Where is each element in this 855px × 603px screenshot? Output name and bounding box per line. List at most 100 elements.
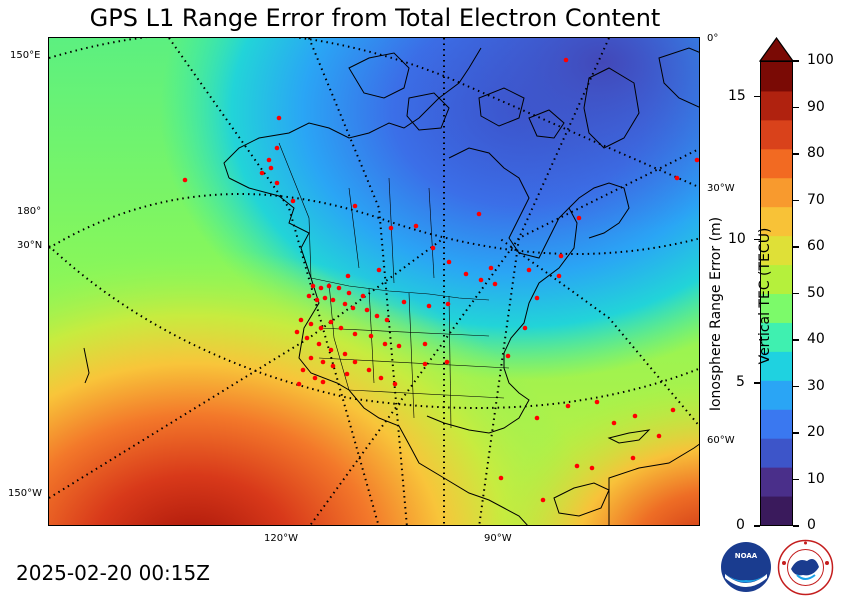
colorbar-band <box>761 322 792 352</box>
tecu-tick-label: 20 <box>807 424 825 440</box>
tecu-tick-label: 100 <box>807 52 834 68</box>
gps-station-dot <box>352 203 358 209</box>
colorbar-band <box>761 438 792 468</box>
gps-station-dot <box>401 299 407 305</box>
chart-title: GPS L1 Range Error from Total Electron C… <box>89 4 661 32</box>
tecu-tick-mark <box>793 525 799 527</box>
gps-station-dot <box>308 321 314 327</box>
gps-station-dot <box>463 271 469 277</box>
gps-station-dot <box>350 305 356 311</box>
gps-station-dot <box>589 465 595 471</box>
gps-station-dot <box>330 363 336 369</box>
gps-station-dot <box>318 285 324 291</box>
gps-station-dot <box>336 285 342 291</box>
gps-station-dot <box>565 403 571 409</box>
nws-ring-lettering-icon <box>782 561 786 565</box>
meter-tick-mark <box>754 238 760 241</box>
colorbar-band <box>761 496 792 525</box>
gps-station-dot <box>314 297 320 303</box>
gps-station-dot <box>320 359 326 365</box>
gps-station-dot <box>392 381 398 387</box>
gps-station-dot <box>540 497 546 503</box>
meter-tick-label: 10 <box>728 230 746 247</box>
colorbar-band <box>761 90 792 121</box>
gps-station-dot <box>308 355 314 361</box>
nws-logo <box>777 539 834 596</box>
lon-label-120w: 120°W <box>264 533 298 544</box>
gps-station-dot <box>342 351 348 357</box>
colorbar-band <box>761 148 792 179</box>
gps-station-dot <box>476 211 482 217</box>
gps-station-dot <box>300 367 306 373</box>
gps-station-dot <box>556 273 562 279</box>
graticule <box>49 38 699 525</box>
gps-station-dot <box>388 225 394 231</box>
colorbar <box>760 61 793 526</box>
gps-station-dot <box>344 371 350 377</box>
tecu-tick-mark <box>793 60 799 62</box>
gps-station-dot <box>345 273 351 279</box>
lat-label-30n: 30°N <box>17 240 43 251</box>
tecu-tick-mark <box>793 432 799 434</box>
gps-station-dot <box>396 343 402 349</box>
tecu-tick-label: 40 <box>807 331 825 347</box>
gps-station-dot <box>290 198 296 204</box>
gps-station-dot <box>268 165 274 171</box>
gps-station-dot <box>318 325 324 331</box>
tecu-tick-label: 70 <box>807 191 825 208</box>
gps-station-dot <box>430 245 436 251</box>
gps-station-dot <box>360 293 366 299</box>
gps-station-dot <box>316 341 322 347</box>
colorbar-band <box>761 119 792 150</box>
gps-station-dot <box>422 341 428 347</box>
colorbar-band <box>761 264 792 294</box>
lon-label-150e: 150°E <box>10 50 41 61</box>
tec-map-svg <box>49 38 699 525</box>
tecu-tick-mark <box>793 385 799 388</box>
gps-station-dot <box>320 379 326 385</box>
colorbar-band <box>761 235 792 266</box>
colorbar-band <box>761 467 792 497</box>
lon-label-90w: 90°W <box>484 533 512 544</box>
tec-map <box>48 37 700 526</box>
tecu-tick-label: 10 <box>807 470 825 487</box>
lon-label-150w: 150°W <box>8 488 42 499</box>
gps-station-dot <box>368 333 374 339</box>
gps-station-dot <box>558 253 564 259</box>
tecu-tick-label: 90 <box>807 98 825 115</box>
tecu-tick-label: 80 <box>807 145 825 161</box>
tecu-tick-label: 30 <box>807 377 825 394</box>
tecu-tick-mark <box>793 246 799 248</box>
gps-station-dot <box>422 361 428 367</box>
tecu-tick-label: 0 <box>807 517 816 533</box>
lon-label-60w: 60°W <box>707 435 735 446</box>
tecu-tick-mark <box>793 106 799 109</box>
gps-station-dot <box>574 463 580 469</box>
gps-station-dot <box>366 367 372 373</box>
gps-station-dot <box>576 215 582 221</box>
range-error-axis-label: Ionosphere Range Error (m) <box>708 216 724 412</box>
gps-station-dot <box>526 267 532 273</box>
gps-station-dot <box>312 375 318 381</box>
meter-tick-mark <box>754 382 760 384</box>
colorbar-band <box>761 380 792 410</box>
tecu-tick-mark <box>793 478 799 481</box>
coastlines <box>83 47 699 525</box>
gps-station-dot <box>522 325 528 331</box>
gps-station-dot <box>444 359 450 365</box>
gps-station-dot <box>674 175 680 181</box>
tecu-tick-label: 60 <box>807 238 825 254</box>
gps-station-dot <box>534 415 540 421</box>
gps-station-dot <box>534 295 540 301</box>
gps-station-dot <box>274 145 280 151</box>
gps-station-dot <box>413 223 419 229</box>
meter-tick-label: 15 <box>728 87 746 104</box>
gps-station-dot <box>382 341 388 347</box>
gps-station-dot <box>182 177 188 183</box>
colorbar-band <box>761 62 792 92</box>
lon-label-30w: 30°W <box>707 183 735 194</box>
gps-station-dot <box>294 329 300 335</box>
tecu-tick-mark <box>793 199 799 202</box>
gps-station-dot <box>306 293 312 299</box>
gps-station-dot <box>328 319 334 325</box>
